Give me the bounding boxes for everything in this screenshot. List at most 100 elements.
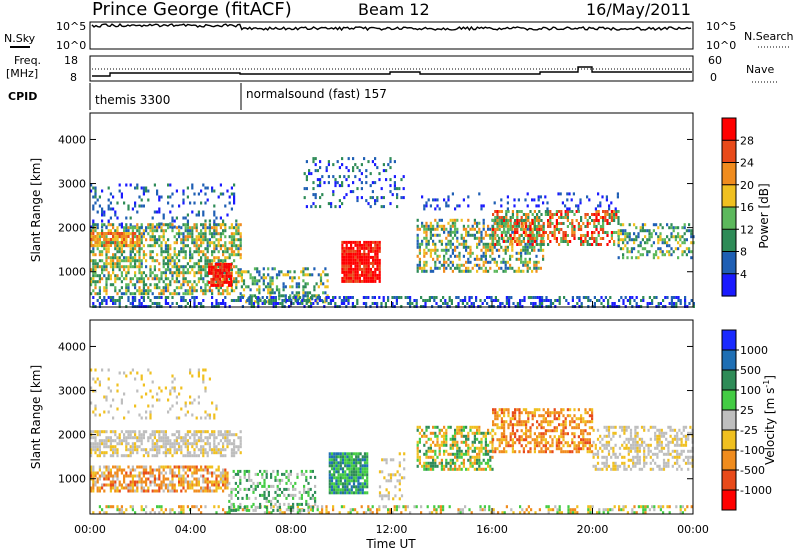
velocity-cell [151,442,154,446]
power-cell [393,175,396,179]
power-cell [511,254,514,258]
power-cell [131,226,134,230]
power-cell [224,289,227,293]
power-cell [140,277,143,281]
power-cell [482,224,485,228]
power-cell [541,299,544,302]
power-cell [354,273,357,277]
power-cell [533,198,536,202]
power-cell [644,241,647,245]
power-cell [330,202,333,206]
power-cell [610,237,613,240]
power-cell [270,302,273,305]
power-cell [542,228,545,231]
velocity-cell [109,454,112,458]
velocity-cell [98,489,101,493]
power-cell [105,226,108,230]
power-cell [260,276,263,280]
power-cell [116,226,119,230]
power-cell [149,265,152,269]
velocity-cell [189,371,192,375]
power-cell [515,251,518,255]
power-cell [191,283,194,287]
power-cell [217,238,220,242]
power-cell [500,234,503,237]
power-cell [539,248,542,252]
power-cell [282,285,285,289]
power-cell [524,198,527,202]
velocity-cell [243,469,246,473]
power-cell [467,260,470,264]
power-cell [214,274,217,278]
power-cell [495,263,498,267]
power-cell [105,262,108,266]
power-cell [416,233,419,237]
power-cell [138,195,141,199]
power-cell [537,204,540,208]
velocity-cell [428,511,431,515]
power-cell [211,235,214,239]
power-cell [296,302,299,305]
velocity-cell [164,471,167,475]
velocity-cell [642,508,645,512]
velocity-cell [129,486,132,490]
velocity-cell [415,505,418,509]
velocity-cell [118,483,121,487]
power-cell [123,277,126,281]
velocity-cell [140,483,143,487]
power-cell [349,296,352,299]
power-cell [657,241,660,245]
power-cell [506,248,509,252]
power-cell [668,238,671,242]
velocity-cell [136,445,139,449]
power-cell [136,238,139,241]
power-cell [518,219,521,222]
power-cell [500,225,503,228]
velocity-cell [211,483,214,487]
velocity-cell [310,505,313,509]
power-cell [434,207,437,211]
power-cell [536,237,539,240]
power-cell [607,302,610,305]
power-cell [195,241,198,245]
velocity-cell [211,430,214,434]
power-cell [376,276,379,280]
velocity-cell [151,474,154,478]
power-cell [224,229,227,233]
power-cell [345,258,348,262]
velocity-cell [303,487,306,491]
power-cell [655,253,658,257]
power-cell [277,302,280,305]
power-cell [507,219,510,222]
power-cell [197,210,200,214]
power-cell [318,299,321,302]
power-cell [134,241,137,244]
power-cell [536,231,539,234]
power-cell [365,258,368,262]
velocity-cell [204,368,207,372]
power-cell [151,250,154,254]
power-cell [142,204,145,208]
power-cell [413,299,416,302]
power-cell [566,243,569,246]
power-cell [478,230,481,234]
power-cell [365,252,368,256]
power-cell [228,277,231,281]
velocity-cell [519,511,522,515]
power-cell [103,299,106,302]
velocity-cell [409,511,412,515]
velocity-cell [129,489,132,493]
velocity-cell [289,505,292,509]
power-cell [517,251,520,255]
velocity-cell [211,433,214,437]
power-cell [369,273,372,277]
power-cell [496,219,499,222]
velocity-cell [178,430,181,434]
velocity-cell [389,508,392,512]
power-cell [398,187,401,191]
velocity-cell [298,508,301,512]
power-cell [432,248,435,252]
nsearch-label: N.Search [744,30,794,43]
velocity-cell [171,508,174,512]
power-cell [544,213,547,216]
